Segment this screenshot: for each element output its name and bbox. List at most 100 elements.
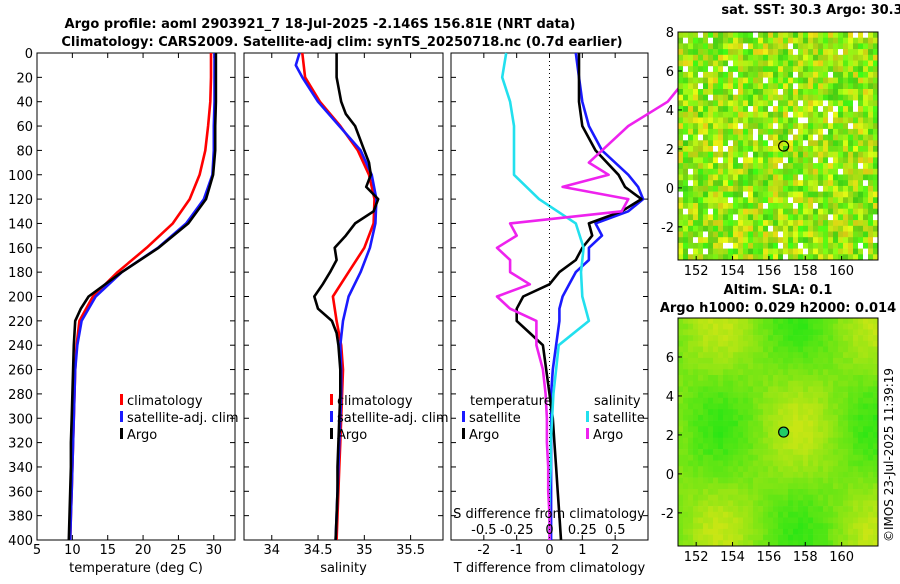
map-cell [843, 426, 849, 433]
map-cell [793, 146, 799, 152]
map-cell [858, 335, 864, 342]
map-cell [868, 369, 874, 376]
map-cell [863, 117, 869, 124]
map-cell [818, 185, 824, 192]
map-cell [698, 242, 704, 249]
map-x-tick-label: 156 [756, 550, 781, 565]
map-cell [833, 254, 839, 261]
map-cell [718, 83, 724, 90]
map-cell [808, 208, 814, 215]
map-cell [763, 352, 769, 359]
map-cell [698, 43, 704, 50]
map-cell [838, 231, 844, 238]
map-cell [828, 237, 834, 244]
map-cell [858, 220, 864, 227]
map-cell [783, 197, 789, 204]
map-cell [748, 449, 754, 456]
map-cell [868, 214, 874, 221]
map-cell [753, 432, 759, 438]
map-cell [838, 60, 844, 67]
map-cell [868, 363, 874, 370]
map-cell [718, 100, 724, 107]
map-cell [848, 466, 854, 473]
map-cell [763, 369, 769, 376]
map-cell [728, 369, 734, 376]
map-cell [808, 54, 814, 61]
map-cell [818, 318, 824, 324]
map-cell [843, 403, 849, 410]
map-cell [843, 340, 849, 347]
map-cell [748, 346, 754, 353]
salinity-panel: 34 34.5 35 35.5salinityclimatologysatellite… [243, 52, 449, 576]
map-cell [703, 511, 709, 518]
map-cell [718, 477, 724, 484]
map-cell [853, 168, 859, 175]
map-cell [723, 185, 729, 192]
map-cell [793, 386, 799, 393]
map-cell [873, 248, 879, 255]
map-cell [818, 140, 824, 147]
map-cell [698, 357, 704, 364]
map-cell [708, 380, 714, 387]
map-cell [758, 203, 764, 209]
map-cell [798, 185, 804, 192]
map-cell [868, 203, 874, 209]
map-cell [728, 89, 734, 95]
map-cell [708, 506, 714, 513]
map-cell [748, 375, 754, 381]
map-cell [773, 432, 779, 438]
map-cell [803, 318, 809, 324]
map-cell [728, 180, 734, 187]
map-cell [873, 163, 879, 170]
map-cell [818, 71, 824, 78]
map-cell [753, 357, 759, 364]
map-cell [733, 511, 739, 518]
map-cell [833, 163, 839, 170]
map-cell [853, 83, 859, 90]
map-cell [838, 214, 844, 221]
map-cell [718, 214, 724, 221]
map-cell [773, 231, 779, 238]
map-cell [748, 335, 754, 342]
map-cell [808, 540, 814, 547]
map-cell [708, 203, 714, 209]
map-cell [683, 392, 689, 399]
map-cell [713, 506, 719, 513]
map-cell [808, 191, 814, 198]
map-cell [728, 248, 734, 255]
map-cell [803, 208, 809, 215]
map-cell [763, 397, 769, 404]
map-cell [798, 523, 804, 530]
map-cell [783, 460, 789, 467]
map-cell [848, 403, 854, 410]
map-cell [688, 426, 694, 433]
map-cell [718, 443, 724, 450]
map-cell [838, 180, 844, 187]
map-cell [848, 146, 854, 152]
map-cell [838, 134, 844, 141]
map-cell [693, 94, 699, 101]
map-cell [808, 323, 814, 330]
map-cell [748, 231, 754, 238]
map-cell [708, 185, 714, 192]
map-cell [778, 506, 784, 513]
map-cell [793, 163, 799, 170]
map-cell [733, 128, 739, 135]
map-cell [753, 89, 759, 95]
map-cell [683, 426, 689, 433]
map-cell [868, 471, 874, 478]
map-cell [728, 157, 734, 164]
map-cell [873, 403, 879, 410]
map-cell [723, 318, 729, 324]
map-cell [858, 89, 864, 95]
map-cell [768, 191, 774, 198]
map-cell [848, 375, 854, 381]
map-cell [773, 437, 779, 444]
map-cell [858, 49, 864, 56]
map-cell [723, 163, 729, 170]
map-cell [728, 54, 734, 61]
map-cell [688, 60, 694, 67]
map-cell [783, 540, 789, 547]
map-cell [798, 534, 804, 541]
map-cell [743, 346, 749, 353]
